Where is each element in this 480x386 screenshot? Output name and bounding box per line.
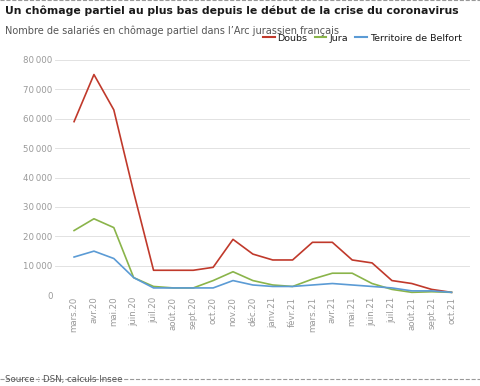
Doubs xyxy=(91,72,97,77)
Territoire de Belfort xyxy=(310,283,315,287)
Doubs xyxy=(151,268,156,273)
Jura xyxy=(429,290,434,294)
Jura xyxy=(369,281,375,286)
Territoire de Belfort xyxy=(131,275,136,280)
Doubs xyxy=(429,287,434,292)
Doubs xyxy=(329,240,335,245)
Jura xyxy=(329,271,335,276)
Territoire de Belfort xyxy=(349,283,355,287)
Jura xyxy=(71,228,77,233)
Doubs xyxy=(230,237,236,242)
Jura xyxy=(310,277,315,281)
Doubs xyxy=(310,240,315,245)
Jura xyxy=(210,278,216,283)
Territoire de Belfort xyxy=(429,289,434,293)
Doubs xyxy=(389,278,395,283)
Doubs xyxy=(349,258,355,262)
Jura xyxy=(131,275,136,280)
Doubs xyxy=(210,265,216,270)
Jura xyxy=(449,290,455,295)
Jura xyxy=(91,217,97,221)
Doubs xyxy=(290,258,296,262)
Territoire de Belfort xyxy=(71,255,77,259)
Doubs xyxy=(170,268,176,273)
Territoire de Belfort xyxy=(250,283,256,287)
Jura xyxy=(290,284,296,289)
Doubs xyxy=(369,261,375,265)
Territoire de Belfort xyxy=(191,286,196,290)
Doubs xyxy=(191,268,196,273)
Territoire de Belfort xyxy=(230,278,236,283)
Territoire de Belfort xyxy=(151,286,156,290)
Jura xyxy=(409,290,415,295)
Text: Un chômage partiel au plus bas depuis le début de la crise du coronavirus: Un chômage partiel au plus bas depuis le… xyxy=(5,6,458,16)
Legend: Doubs, Jura, Territoire de Belfort: Doubs, Jura, Territoire de Belfort xyxy=(264,34,462,43)
Territoire de Belfort xyxy=(91,249,97,254)
Line: Doubs: Doubs xyxy=(74,74,452,292)
Jura xyxy=(389,287,395,292)
Jura xyxy=(151,284,156,289)
Jura xyxy=(250,278,256,283)
Jura xyxy=(111,225,117,230)
Doubs xyxy=(409,281,415,286)
Line: Territoire de Belfort: Territoire de Belfort xyxy=(74,251,452,292)
Text: Source : DSN, calculs Insee: Source : DSN, calculs Insee xyxy=(5,375,122,384)
Doubs xyxy=(71,119,77,124)
Territoire de Belfort xyxy=(111,256,117,261)
Doubs xyxy=(131,190,136,195)
Territoire de Belfort xyxy=(329,281,335,286)
Doubs xyxy=(449,290,455,295)
Territoire de Belfort xyxy=(170,286,176,290)
Line: Jura: Jura xyxy=(74,219,452,292)
Jura xyxy=(170,286,176,290)
Doubs xyxy=(111,108,117,112)
Jura xyxy=(349,271,355,276)
Doubs xyxy=(270,258,276,262)
Territoire de Belfort xyxy=(389,286,395,290)
Jura xyxy=(191,286,196,290)
Jura xyxy=(270,283,276,287)
Territoire de Belfort xyxy=(270,284,276,289)
Territoire de Belfort xyxy=(210,286,216,290)
Text: Nombre de salariés en chômage partiel dans l’Arc jurassien français: Nombre de salariés en chômage partiel da… xyxy=(5,25,339,36)
Doubs xyxy=(250,252,256,256)
Territoire de Belfort xyxy=(449,290,455,295)
Territoire de Belfort xyxy=(290,284,296,289)
Territoire de Belfort xyxy=(369,284,375,289)
Territoire de Belfort xyxy=(409,289,415,293)
Jura xyxy=(230,269,236,274)
